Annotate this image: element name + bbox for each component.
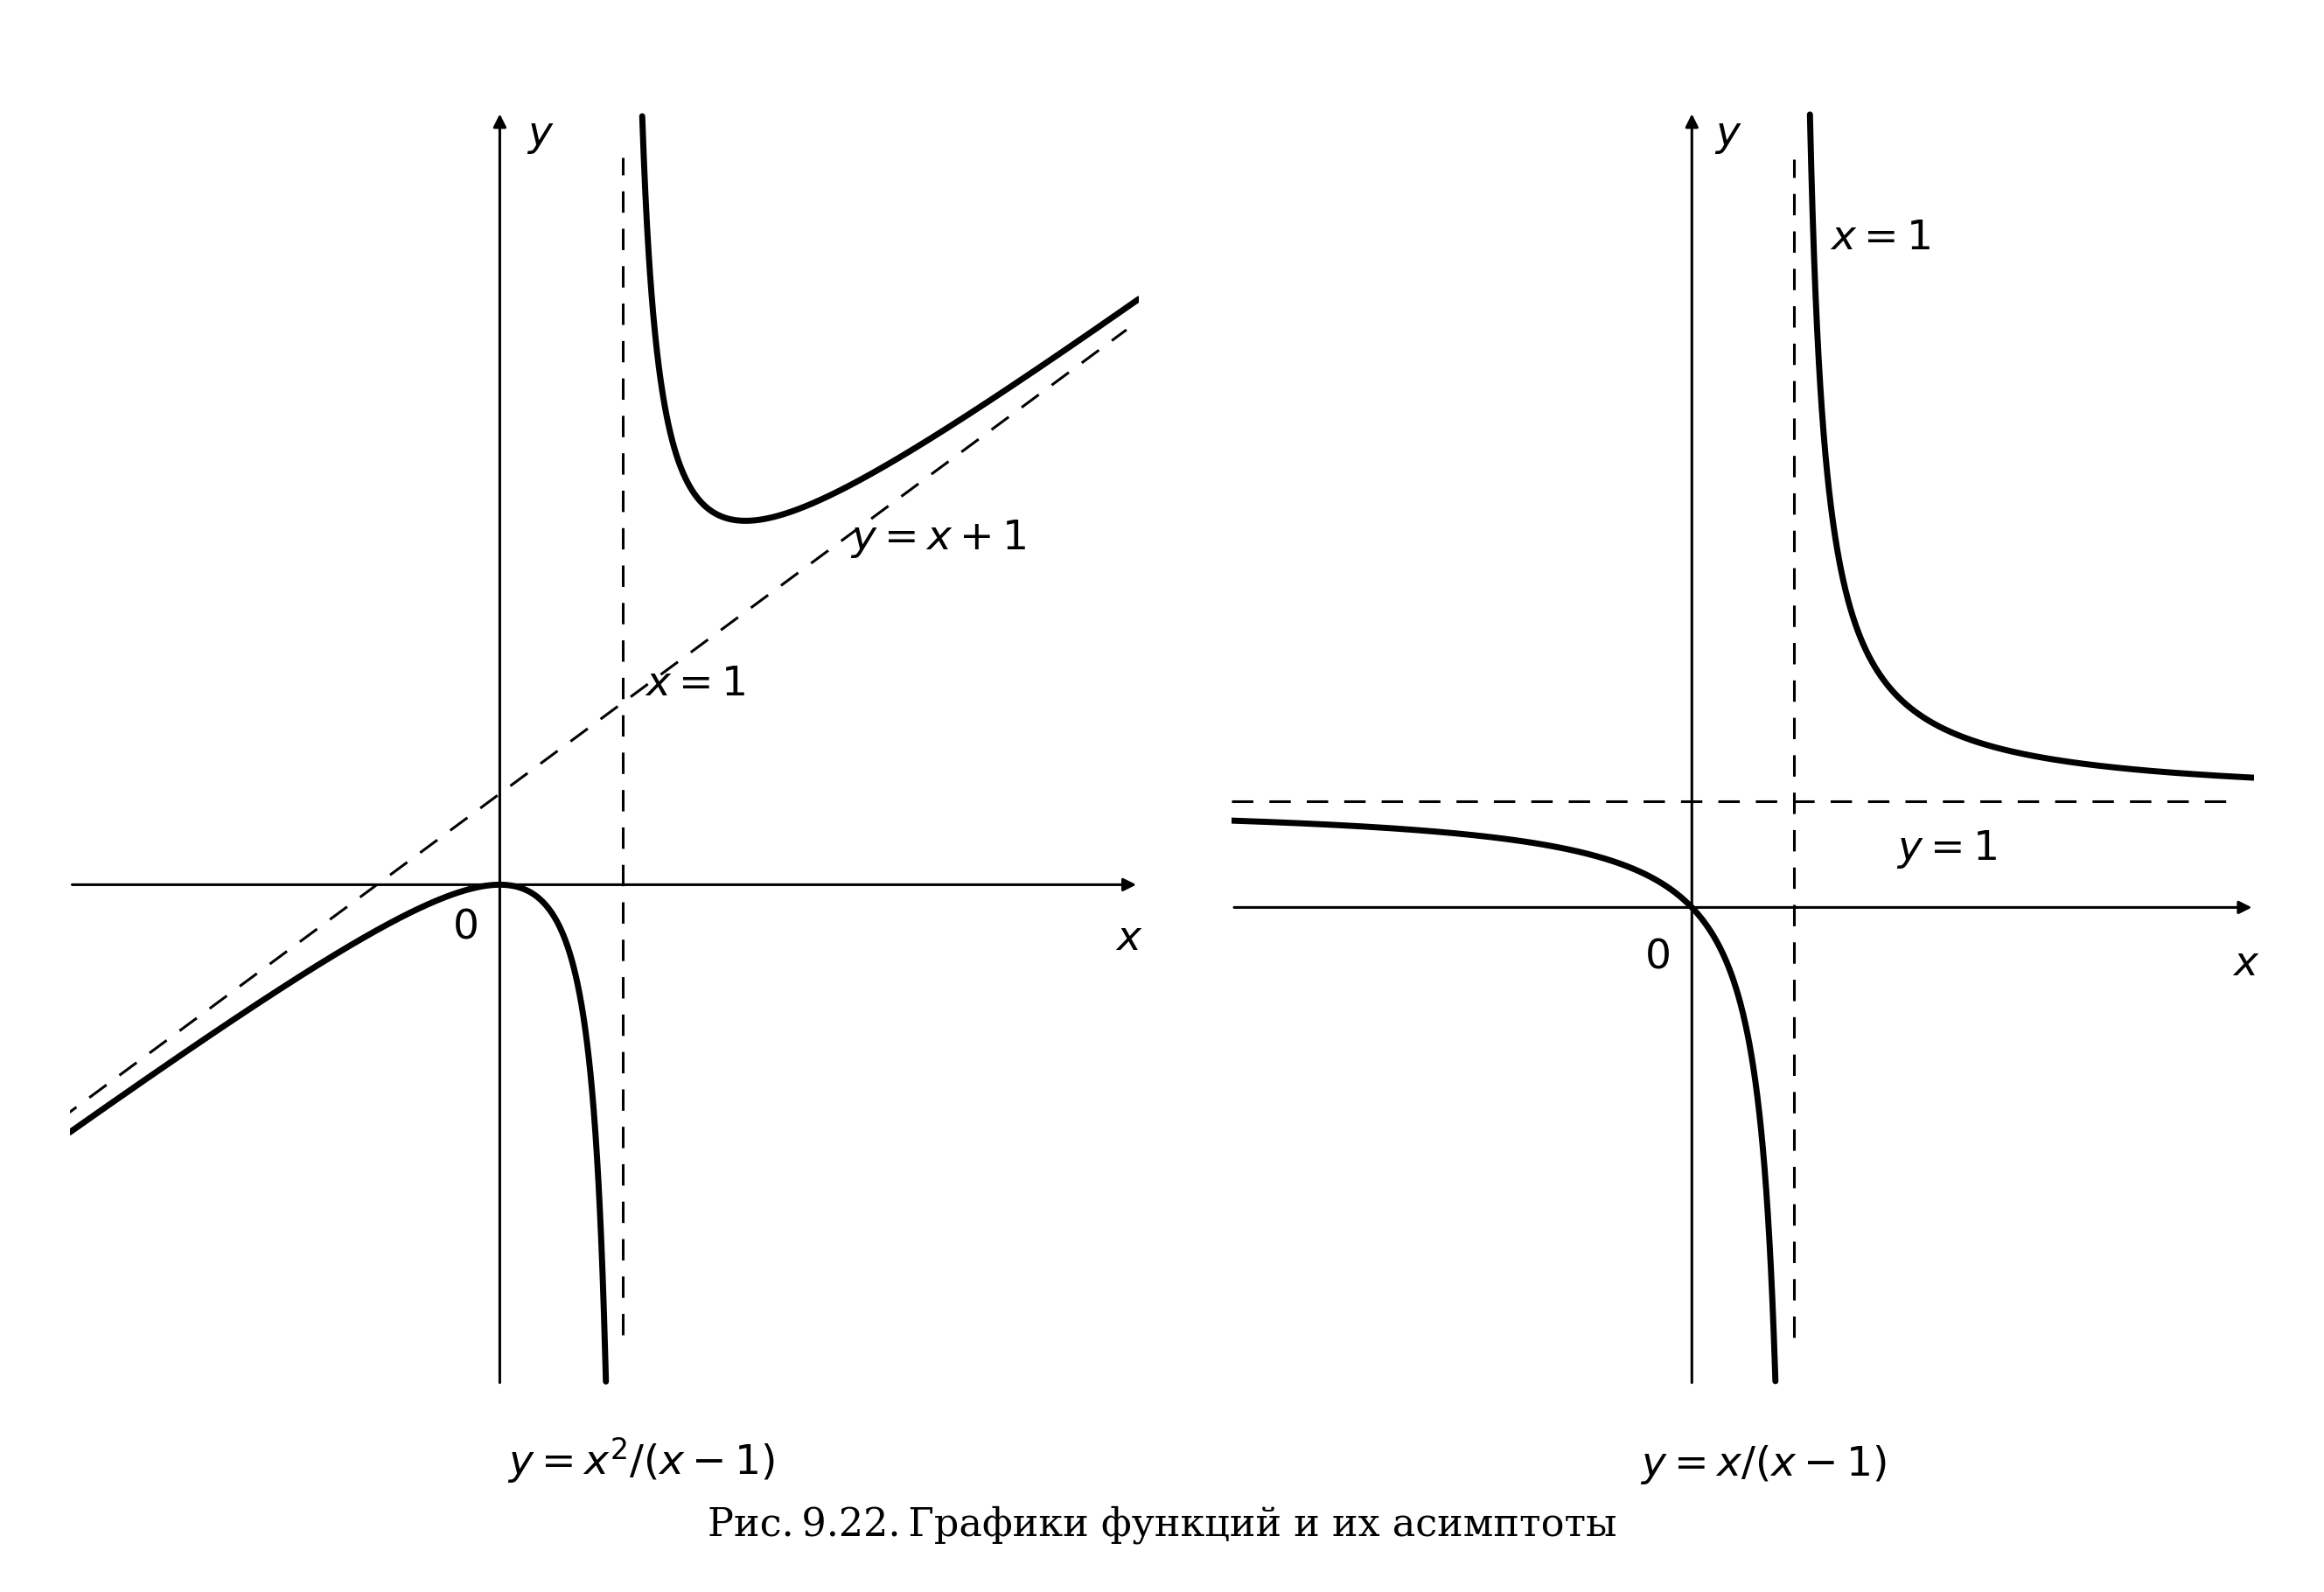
Text: $x$: $x$	[2233, 944, 2259, 984]
Text: $0$: $0$	[453, 907, 479, 947]
Text: $y = x/(x-1)$: $y = x/(x-1)$	[1641, 1444, 1887, 1487]
Text: $y = 1$: $y = 1$	[1896, 828, 1996, 871]
Text: $x = 1$: $x = 1$	[644, 665, 746, 704]
Text: $x$: $x$	[1116, 919, 1143, 958]
Text: $0$: $0$	[1643, 938, 1669, 976]
Text: $y = x + 1$: $y = x + 1$	[851, 517, 1025, 560]
Text: $x = 1$: $x = 1$	[1829, 220, 1931, 258]
Text: $y$: $y$	[528, 116, 555, 156]
Text: $y = x^2/(x-1)$: $y = x^2/(x-1)$	[507, 1434, 774, 1485]
Text: $y$: $y$	[1715, 116, 1743, 156]
Text: Рис. 9.22. Графики функций и их асимптоты: Рис. 9.22. Графики функций и их асимптот…	[706, 1506, 1618, 1544]
